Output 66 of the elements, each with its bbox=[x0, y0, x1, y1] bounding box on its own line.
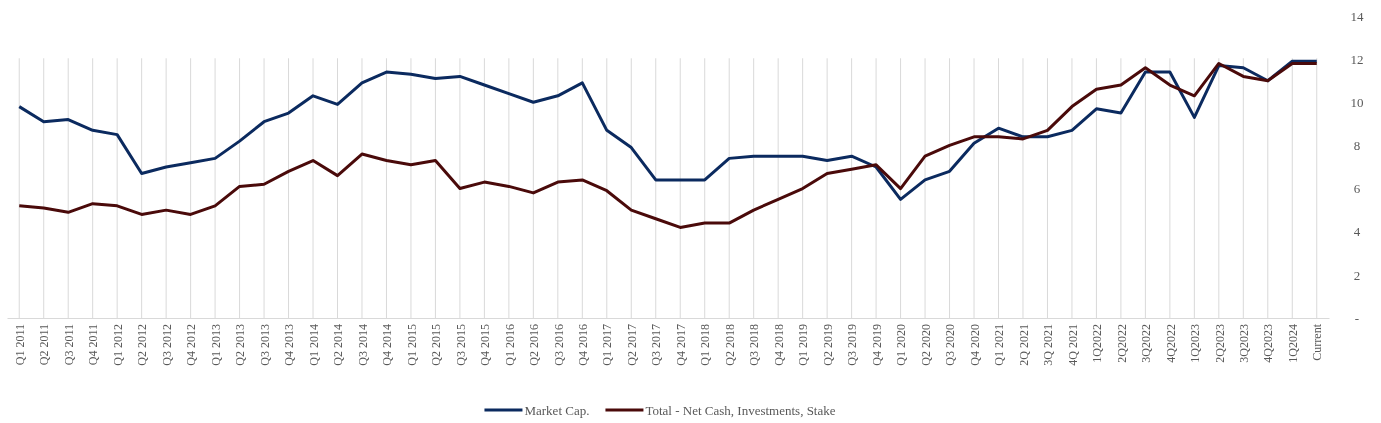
x-tick-label: Q3 2014 bbox=[355, 324, 370, 366]
line-series bbox=[17, 61, 1319, 229]
x-tick-label: Q2 2015 bbox=[429, 324, 444, 366]
x-tick-label: 1Q2024 bbox=[1285, 324, 1300, 363]
x-tick-label: 3Q2023 bbox=[1237, 324, 1252, 363]
x-tick-label: Q1 2012 bbox=[110, 324, 125, 366]
x-tick-label: Q2 2011 bbox=[37, 324, 52, 366]
x-tick-label: 2Q 2021 bbox=[1016, 324, 1031, 366]
x-tick-label: Q2 2016 bbox=[527, 324, 542, 366]
x-tick-label: Q2 2013 bbox=[233, 324, 248, 366]
x-tick-label: Q2 2019 bbox=[820, 324, 835, 366]
x-tick-label: 3Q2022 bbox=[1139, 324, 1154, 363]
x-tick-label: Q1 2014 bbox=[306, 324, 321, 366]
x-tick-label: Q3 2016 bbox=[551, 324, 566, 366]
x-tick-label: Q2 2017 bbox=[624, 324, 639, 366]
legend-label: Total - Net Cash, Investments, Stake bbox=[645, 402, 836, 418]
x-tick-label: Q4 2015 bbox=[478, 324, 493, 366]
x-tick-label: Current bbox=[1310, 323, 1325, 361]
x-tick-label: 4Q2022 bbox=[1163, 324, 1178, 363]
x-tick-label: Q2 2018 bbox=[722, 324, 737, 366]
x-tick-label: Q4 2012 bbox=[184, 324, 199, 366]
x-tick-label: Q1 2019 bbox=[796, 324, 811, 366]
x-tick-label: Q4 2016 bbox=[576, 324, 591, 366]
x-tick-label: Q3 2017 bbox=[649, 324, 664, 366]
y-tick-label: 2 bbox=[1353, 267, 1361, 283]
y-tick-label: 12 bbox=[1350, 51, 1364, 67]
x-tick-label: 2Q2022 bbox=[1114, 324, 1129, 363]
x-tick-label: Q1 2015 bbox=[404, 324, 419, 366]
x-tick-label: Q2 2020 bbox=[918, 324, 933, 366]
x-tick-label: Q2 2012 bbox=[135, 324, 150, 366]
x-tick-label: Q3 2018 bbox=[747, 324, 762, 366]
y-tick-label: 10 bbox=[1350, 94, 1364, 110]
x-tick-label: 3Q 2021 bbox=[1041, 324, 1056, 366]
x-tick-label: Q4 2011 bbox=[86, 324, 101, 366]
x-tick-label: Q4 2014 bbox=[380, 324, 395, 366]
x-tick-label: Q1 2018 bbox=[698, 324, 713, 366]
x-tick-label: Q3 2015 bbox=[453, 324, 468, 366]
x-tick-label: Q4 2017 bbox=[673, 324, 688, 366]
legend-label: Market Cap. bbox=[524, 402, 590, 418]
x-tick-label: 1Q2023 bbox=[1188, 324, 1203, 363]
x-tick-label: Q3 2019 bbox=[845, 324, 860, 366]
x-tick-label: Q3 2020 bbox=[943, 324, 958, 366]
y-tick-label: 14 bbox=[1350, 8, 1364, 24]
y-tick-label: 4 bbox=[1353, 224, 1361, 240]
x-tick-label: Q3 2012 bbox=[159, 324, 174, 366]
x-tick-label: Q1 2016 bbox=[502, 324, 517, 366]
x-tick-label: Q1 2021 bbox=[992, 324, 1007, 366]
x-tick-label: Q1 2020 bbox=[894, 324, 909, 366]
y-tick-label: 6 bbox=[1353, 181, 1361, 197]
y-tick-label: 8 bbox=[1353, 138, 1361, 154]
line-series bbox=[17, 59, 1319, 201]
x-tick-label: Q1 2017 bbox=[600, 324, 615, 366]
x-tick-label: Q1 2013 bbox=[208, 324, 223, 366]
x-tick-label: Q4 2019 bbox=[869, 324, 884, 366]
x-tick-label: Q2 2014 bbox=[331, 324, 346, 366]
x-tick-label: Q3 2013 bbox=[257, 324, 272, 366]
x-tick-label: Q4 2020 bbox=[967, 324, 982, 366]
y-tick-label: - bbox=[1354, 310, 1360, 326]
x-tick-label: Q3 2011 bbox=[61, 324, 76, 366]
x-tick-label: 4Q 2021 bbox=[1065, 324, 1080, 366]
x-tick-label: 4Q2023 bbox=[1261, 324, 1276, 363]
x-tick-label: Q1 2011 bbox=[12, 324, 27, 366]
x-tick-label: Q4 2018 bbox=[771, 324, 786, 366]
x-tick-label: 2Q2023 bbox=[1212, 324, 1227, 363]
x-tick-label: 1Q2022 bbox=[1090, 324, 1105, 363]
x-tick-label: Q4 2013 bbox=[282, 324, 297, 366]
